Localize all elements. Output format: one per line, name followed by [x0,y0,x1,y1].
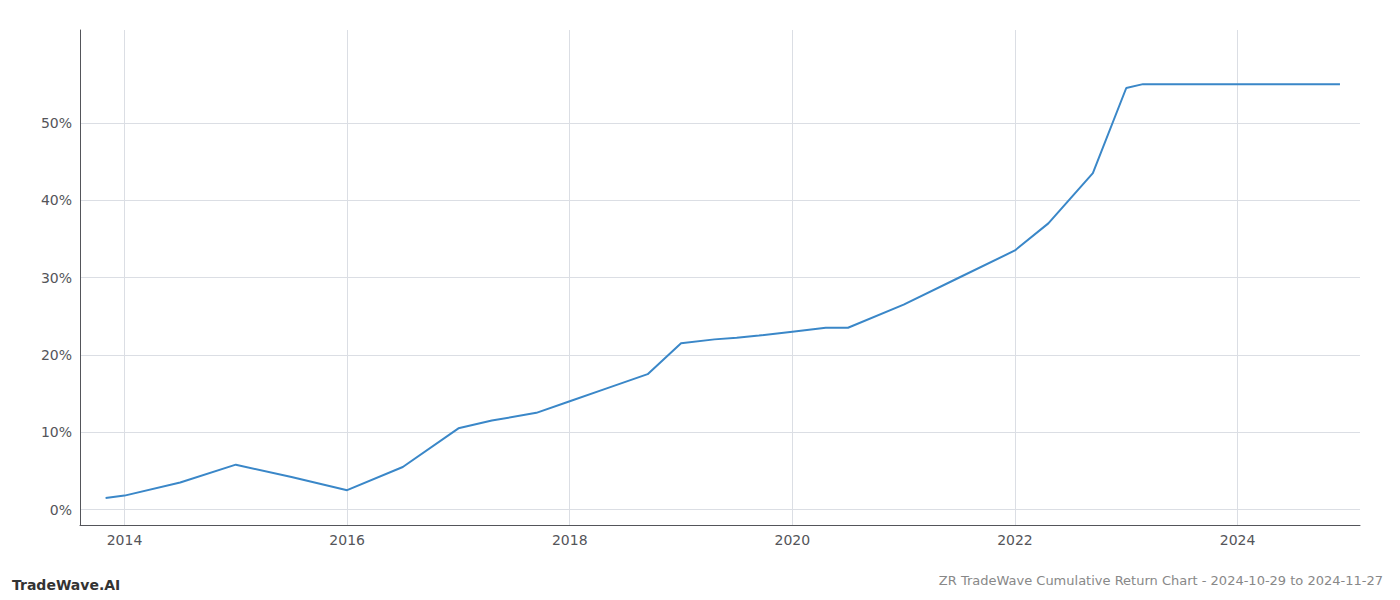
svg-text:2018: 2018 [552,532,588,548]
svg-text:2024: 2024 [1220,532,1256,548]
svg-text:10%: 10% [41,424,72,440]
svg-text:0%: 0% [50,502,72,518]
svg-text:2020: 2020 [775,532,811,548]
svg-text:2022: 2022 [997,532,1033,548]
svg-text:TradeWave.AI: TradeWave.AI [12,577,120,593]
svg-text:30%: 30% [41,270,72,286]
svg-text:2014: 2014 [107,532,143,548]
svg-text:ZR TradeWave Cumulative Return: ZR TradeWave Cumulative Return Chart - 2… [939,573,1383,588]
svg-text:20%: 20% [41,347,72,363]
svg-text:40%: 40% [41,192,72,208]
svg-text:50%: 50% [41,115,72,131]
svg-text:2016: 2016 [329,532,365,548]
